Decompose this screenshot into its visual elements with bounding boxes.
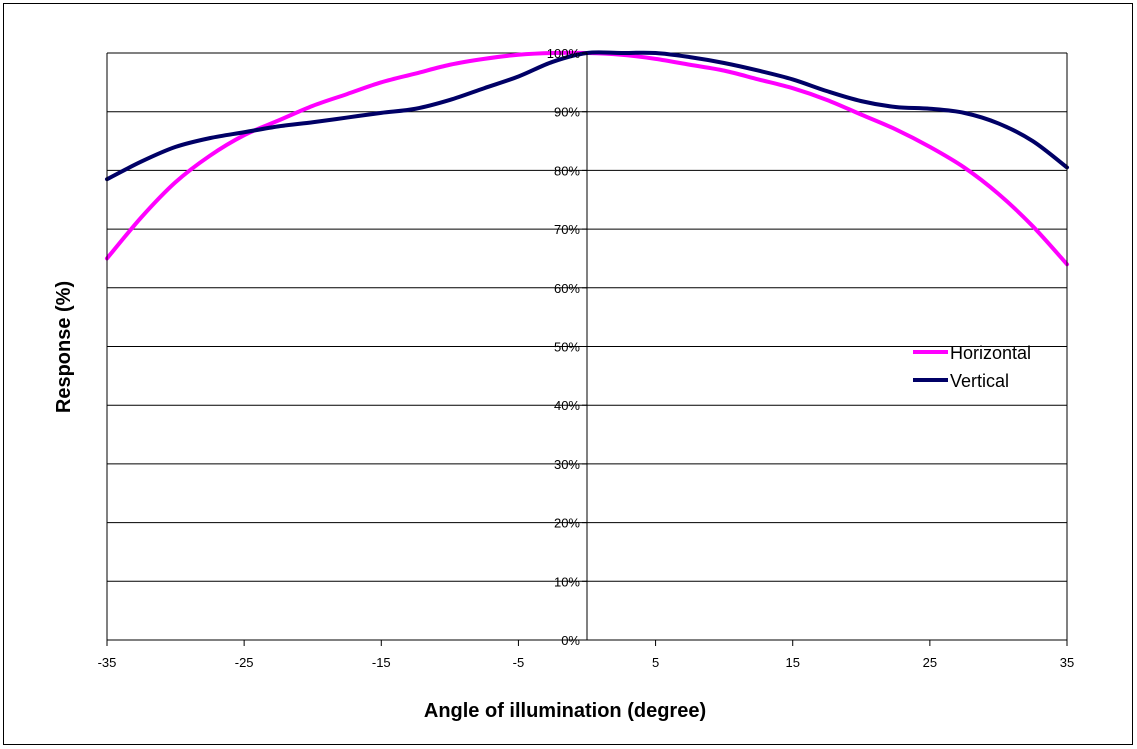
y-tick-label: 30% [554, 457, 580, 472]
axes [106, 52, 1068, 646]
y-tick-label: 0% [561, 633, 580, 648]
x-tick-labels: -35 -25 -15 -5 5 15 25 35 [98, 655, 1075, 670]
x-axis-title: Angle of illumination (degree) [424, 700, 706, 722]
y-tick-label: 40% [554, 398, 580, 413]
x-tick-label: 5 [652, 655, 659, 670]
legend-label-horizontal: Horizontal [950, 343, 1031, 363]
x-tick-label: 15 [785, 655, 799, 670]
y-tick-label: 60% [554, 281, 580, 296]
x-tick-label: -35 [98, 655, 117, 670]
x-tick-label: -15 [372, 655, 391, 670]
legend-label-vertical: Vertical [950, 371, 1009, 391]
y-tick-label: 10% [554, 574, 580, 589]
legend: Horizontal Vertical [913, 343, 1031, 391]
y-tick-label: 90% [554, 105, 580, 120]
x-tick-label: 25 [923, 655, 937, 670]
y-tick-labels: 0% 10% 20% 30% 40% 50% 60% 70% 80% 90% 100% [547, 46, 581, 648]
chart-area [3, 3, 1133, 745]
x-tick-label: 35 [1060, 655, 1074, 670]
y-axis-title: Response (%) [53, 281, 75, 413]
x-tick-label: -5 [513, 655, 525, 670]
y-tick-label: 50% [554, 340, 580, 355]
y-tick-label: 20% [554, 516, 580, 531]
y-tick-label: 80% [554, 163, 580, 178]
x-tick-label: -25 [235, 655, 254, 670]
y-tick-label: 70% [554, 222, 580, 237]
y-tick-label: 100% [547, 46, 581, 61]
